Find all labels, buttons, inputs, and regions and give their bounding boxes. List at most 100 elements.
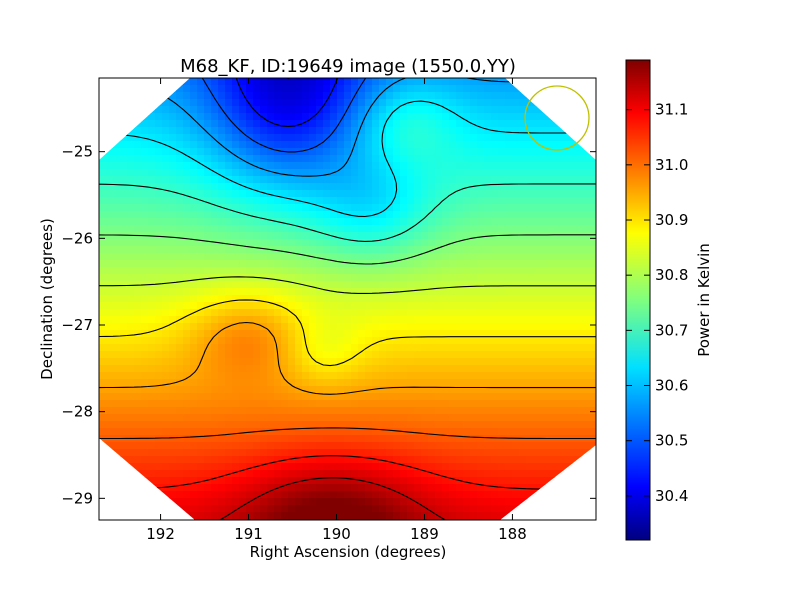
heatmap-cell (400, 169, 408, 177)
heatmap-cell (232, 232, 240, 240)
heatmap-cell (372, 498, 380, 506)
heatmap-cell (554, 365, 562, 373)
heatmap-cell (449, 470, 457, 478)
heatmap-cell (344, 498, 352, 506)
heatmap-cell (358, 386, 366, 394)
heatmap-cell (106, 400, 114, 408)
heatmap-cell (393, 428, 401, 436)
heatmap-cell (337, 344, 345, 352)
heatmap-cell (274, 92, 282, 100)
heatmap-cell (393, 344, 401, 352)
heatmap-cell (400, 505, 408, 513)
heatmap-cell (197, 302, 205, 310)
heatmap-cell (351, 302, 359, 310)
heatmap-cell (176, 407, 184, 415)
heatmap-cell (484, 463, 492, 471)
heatmap-cell (561, 232, 569, 240)
heatmap-cell (197, 239, 205, 247)
heatmap-cell (421, 141, 429, 149)
heatmap-cell (421, 92, 429, 100)
heatmap-cell (239, 316, 247, 324)
heatmap-cell (519, 344, 527, 352)
heatmap-cell (323, 92, 331, 100)
heatmap-cell (379, 428, 387, 436)
heatmap-cell (253, 288, 261, 296)
heatmap-cell (386, 281, 394, 289)
heatmap-cell (589, 281, 596, 289)
heatmap-cell (190, 169, 198, 177)
heatmap-cell (428, 169, 436, 177)
heatmap-cell (428, 183, 436, 191)
heatmap-cell (519, 302, 527, 310)
heatmap-cell (484, 428, 492, 436)
heatmap-cell (526, 183, 534, 191)
heatmap-cell (484, 183, 492, 191)
heatmap-cell (127, 442, 135, 450)
heatmap-cell (477, 316, 485, 324)
heatmap-cell (351, 344, 359, 352)
heatmap-cell (246, 113, 254, 121)
heatmap-cell (134, 456, 142, 464)
heatmap-cell (526, 295, 534, 303)
heatmap-cell (512, 351, 520, 359)
heatmap-cell (106, 323, 114, 331)
heatmap-cell (561, 295, 569, 303)
heatmap-cell (302, 456, 310, 464)
heatmap-cell (582, 274, 590, 282)
heatmap-cell (533, 127, 541, 135)
heatmap-cell (463, 99, 471, 107)
heatmap-cell (435, 176, 443, 184)
heatmap-cell (260, 456, 268, 464)
heatmap-cell (428, 141, 436, 149)
heatmap-cell (169, 477, 177, 485)
heatmap-cell (519, 309, 527, 317)
heatmap-cell (344, 127, 352, 135)
heatmap-cell (190, 127, 198, 135)
heatmap-cell (575, 176, 583, 184)
heatmap-cell (288, 428, 296, 436)
heatmap-cell (246, 484, 254, 492)
heatmap-cell (484, 400, 492, 408)
heatmap-cell (365, 232, 373, 240)
heatmap-cell (197, 113, 205, 121)
heatmap-cell (491, 449, 499, 457)
heatmap-cell (505, 379, 513, 387)
heatmap-cell (302, 183, 310, 191)
heatmap-cell (99, 407, 107, 415)
heatmap-cell (99, 169, 107, 177)
heatmap-cell (302, 344, 310, 352)
heatmap-cell (288, 351, 296, 359)
heatmap-cell (246, 379, 254, 387)
heatmap-cell (337, 267, 345, 275)
heatmap-cell (239, 484, 247, 492)
heatmap-cell (197, 288, 205, 296)
heatmap-cell (302, 358, 310, 366)
heatmap-cell (435, 239, 443, 247)
heatmap-cell (127, 379, 135, 387)
heatmap-cell (162, 246, 170, 254)
heatmap-cell (477, 400, 485, 408)
heatmap-cell (295, 253, 303, 261)
heatmap-cell (113, 204, 121, 212)
heatmap-cell (148, 449, 156, 457)
heatmap-cell (519, 407, 527, 415)
heatmap-cell (106, 183, 114, 191)
heatmap-cell (113, 421, 121, 429)
heatmap-cell (225, 134, 233, 142)
heatmap-cell (141, 246, 149, 254)
heatmap-cell (526, 428, 534, 436)
heatmap-cell (526, 386, 534, 394)
heatmap-cell (113, 274, 121, 282)
heatmap-cell (582, 316, 590, 324)
heatmap-cell (295, 190, 303, 198)
heatmap-cell (225, 232, 233, 240)
heatmap-cell (379, 330, 387, 338)
heatmap-cell (330, 232, 338, 240)
heatmap-cell (512, 211, 520, 219)
heatmap-cell (421, 498, 429, 506)
heatmap-cell (197, 428, 205, 436)
heatmap-cell (449, 309, 457, 317)
heatmap-cell (526, 127, 534, 135)
heatmap-cell (330, 512, 338, 520)
heatmap-cell (204, 302, 212, 310)
